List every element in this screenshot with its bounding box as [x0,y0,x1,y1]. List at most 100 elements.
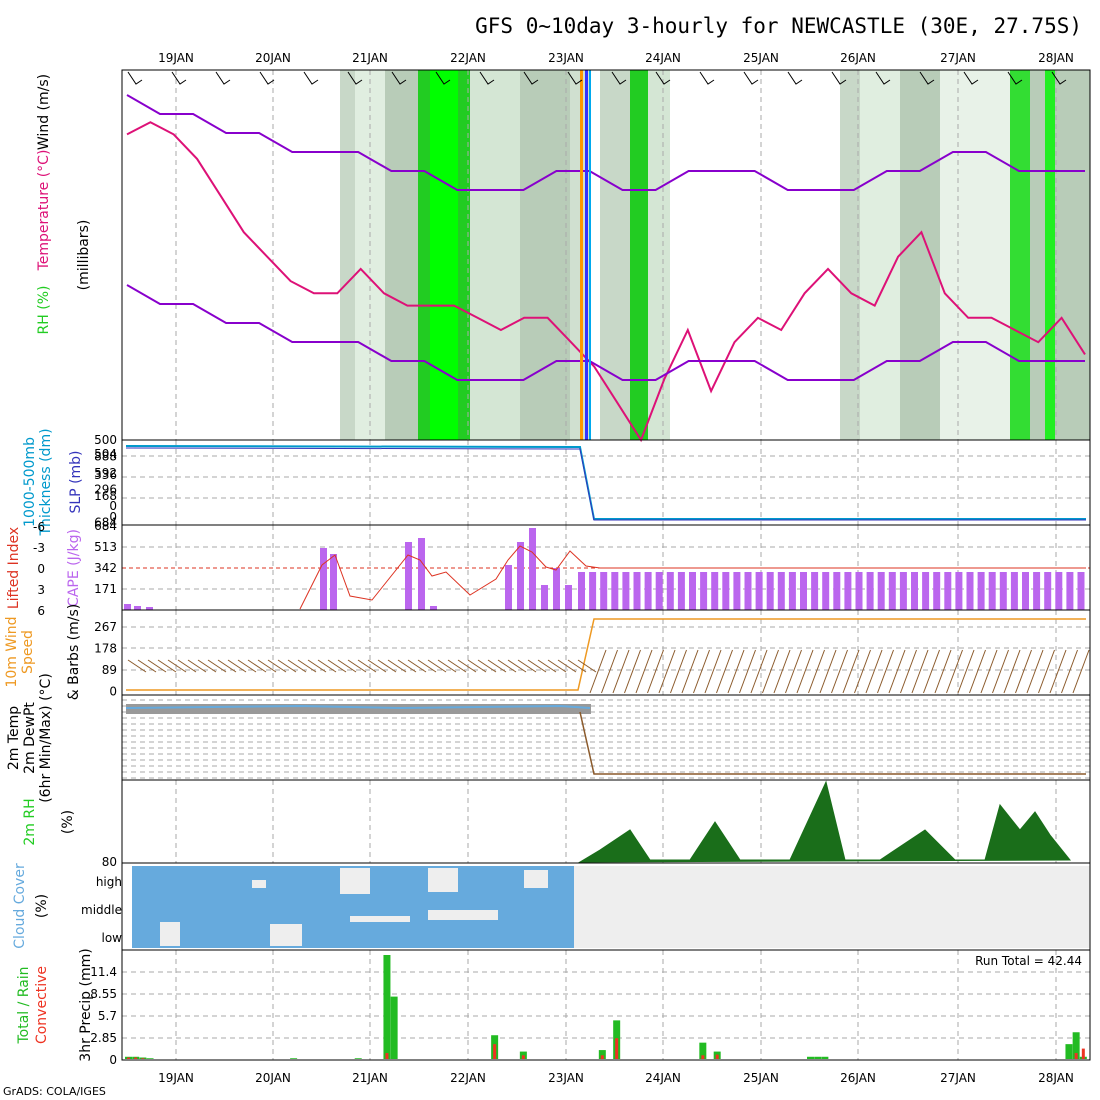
cape-bar-flat-18 [777,572,785,610]
precip-total-bar-131 [1065,1044,1073,1059]
cape-bar-9 [517,542,524,610]
wind-barb-top-5 [347,71,363,85]
rh-band-9 [648,70,670,440]
label-precip-line-0: 3hr Precip (mm) [78,948,94,1061]
rh-band-15 [1030,70,1045,440]
wind-barb-top-3 [259,71,275,85]
precip-total-bar-132 [1072,1032,1080,1059]
rh-band-8 [630,70,648,440]
barb-late-2 [612,649,630,694]
cape-tick-0: 684 [94,519,117,533]
rh-band-14 [1010,70,1030,440]
barb-early-42 [547,659,567,673]
cloud-level-1: middle [81,903,122,917]
cape-bar-flat-12 [711,572,719,610]
wind-line-lower [126,284,1085,381]
cape-bar-13 [565,585,572,610]
cape-bar-flat-25 [855,572,863,610]
temp-line [579,711,1086,775]
precip-tick-2: 5.7 [98,1009,117,1023]
footer-credit: GrADS: COLA/IGES [3,1085,106,1098]
precip-conv-bar-68 [615,1038,619,1059]
barb-early-35 [477,659,497,673]
cape-bar-flat-10 [689,572,696,610]
barb-early-13 [257,659,277,673]
barb-late-33 [969,649,986,694]
cape-bar-flat-26 [866,572,874,610]
barb-late-18 [796,649,814,694]
rh-band-12 [900,70,940,440]
cape-bar-flat-27 [877,572,885,610]
precip-conv-bar-0 [127,1057,130,1059]
cloud-gap-4 [350,916,410,922]
rh-band-0 [340,70,355,440]
cape-bar-flat-13 [722,572,730,610]
label-rh-line-0: RH (%) [36,286,52,335]
cape-bar-flat-32 [933,572,941,610]
barb-early-1 [137,659,157,673]
rh-band-13 [940,70,1010,440]
date-label-bottom-0: 19JAN [158,1071,194,1085]
label-rh2m-unit-line-0: (%) [60,810,76,834]
date-label-top-2: 21JAN [352,51,388,65]
label-rh2m-unit: (%) [60,810,76,834]
slp-tick-2: 592 [94,466,117,480]
rh-band-10 [840,70,860,440]
marker-cyan [589,70,591,440]
barb-early-3 [157,659,177,673]
barb-late-38 [1026,649,1044,694]
cloud-gap-5 [428,910,498,920]
barb-late-16 [773,649,791,694]
label-thickness-line-0: 1000-500mb [22,437,38,527]
precip-total-bar-95 [807,1056,815,1059]
precip-total-bar-36 [383,955,391,1059]
barb-late-31 [946,649,963,694]
rh2m-tick-0: 80 [102,855,117,869]
barb-late-0 [589,649,607,694]
precip-tick-0: 11.4 [90,965,117,979]
barb-early-45 [577,659,597,673]
label-precip-total-line-0: Total / Rain [16,966,32,1044]
speed-tick-1: 178 [94,642,117,656]
barb-late-41 [1061,649,1078,694]
cloud-level-2: low [102,931,123,945]
cape-bar-flat-36 [977,572,985,610]
slp-tick-4: 0 [109,499,117,513]
label-temperature: Temperature (°C) [36,150,52,272]
rh-band-4 [470,70,520,440]
slp-tick-0: 500 [94,433,117,447]
date-label-bottom-4: 23JAN [548,1071,584,1085]
thickness-tick-0: 504 [94,447,117,461]
label-barbs: & Barbs (m/s) [66,604,82,701]
cape-bar-6 [418,538,425,610]
barb-late-40 [1049,649,1067,694]
cape-bar-flat-19 [788,572,796,610]
date-label-top-6: 25JAN [743,51,779,65]
temperature-line [126,121,1086,443]
lifted-tick-4: 6 [37,604,45,618]
wind-barb-top-9 [523,71,539,85]
barb-early-18 [307,659,327,673]
label-temp: 2m Temp 2m DewPt (6hr Min/Max) (°C) [6,673,54,803]
label-cloud-line-0: Cloud Cover [12,863,28,949]
rh-band-16 [1045,70,1055,440]
label-speed-line-0: 10m Wind [4,616,20,687]
cape-bar-flat-31 [922,572,930,610]
label-millibars: (millibars) [76,220,92,291]
barb-late-11 [716,649,733,694]
precip-conv-bar-1 [134,1057,138,1059]
rh-band-5 [520,70,570,440]
barb-late-24 [865,649,883,694]
cape-bar-flat-22 [822,572,830,610]
barb-early-17 [297,659,317,673]
precip-total-bar-80 [699,1042,707,1059]
barb-early-40 [527,659,547,673]
barb-early-20 [327,659,347,673]
label-precip-conv-line-0: Convective [34,966,50,1044]
cape-bar-flat-21 [811,572,819,610]
date-label-top-9: 28JAN [1038,51,1074,65]
slp-tick-1: 888 [94,450,117,464]
temp-band [126,704,591,714]
wind-barb-top-15 [787,71,803,85]
